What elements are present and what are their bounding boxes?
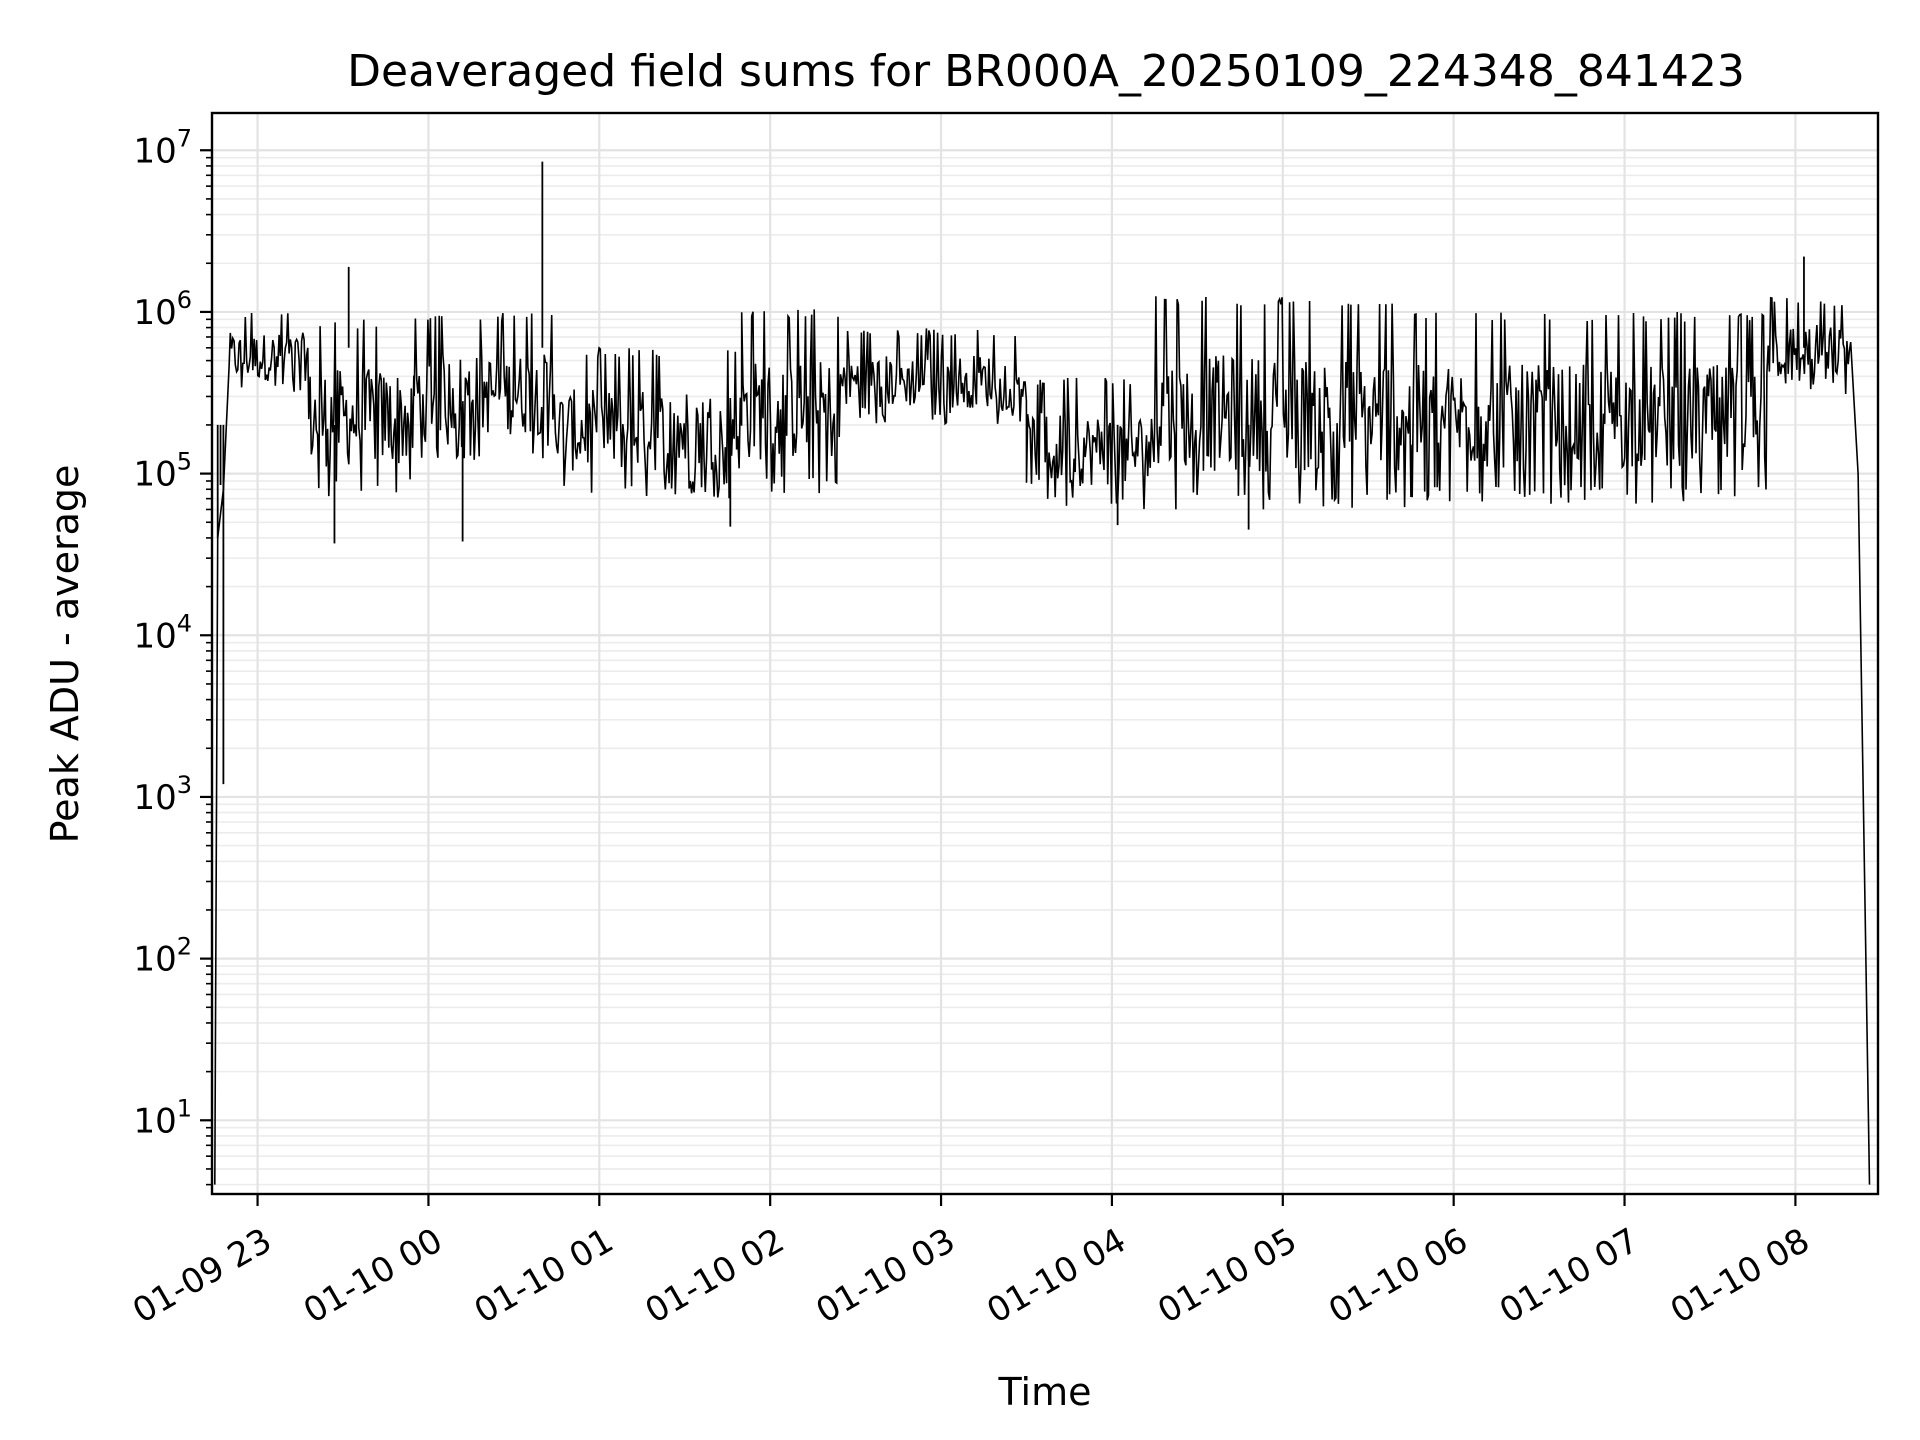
y-tick-label: 103	[133, 771, 192, 818]
y-tick-label: 104	[133, 609, 192, 656]
series-spikes	[216, 161, 1805, 785]
y-tick-label: 102	[133, 933, 192, 980]
y-axis-label: Peak ADU - average	[43, 465, 87, 844]
y-tick-label: 101	[133, 1094, 192, 1141]
y-axis: 101 102 103 104 105 106 107	[133, 124, 212, 1186]
series-line	[214, 296, 1871, 1185]
plot-frame	[210, 111, 1880, 1196]
chart-title: Deaveraged field sums for BR000A_2025010…	[347, 46, 1745, 97]
minor-grid	[212, 156, 1878, 1186]
y-tick-label: 107	[133, 124, 192, 171]
y-tick-label: 105	[133, 448, 192, 495]
y-tick-label: 106	[133, 286, 192, 333]
x-axis-label: Time	[998, 1370, 1092, 1414]
major-grid	[212, 113, 1878, 1194]
